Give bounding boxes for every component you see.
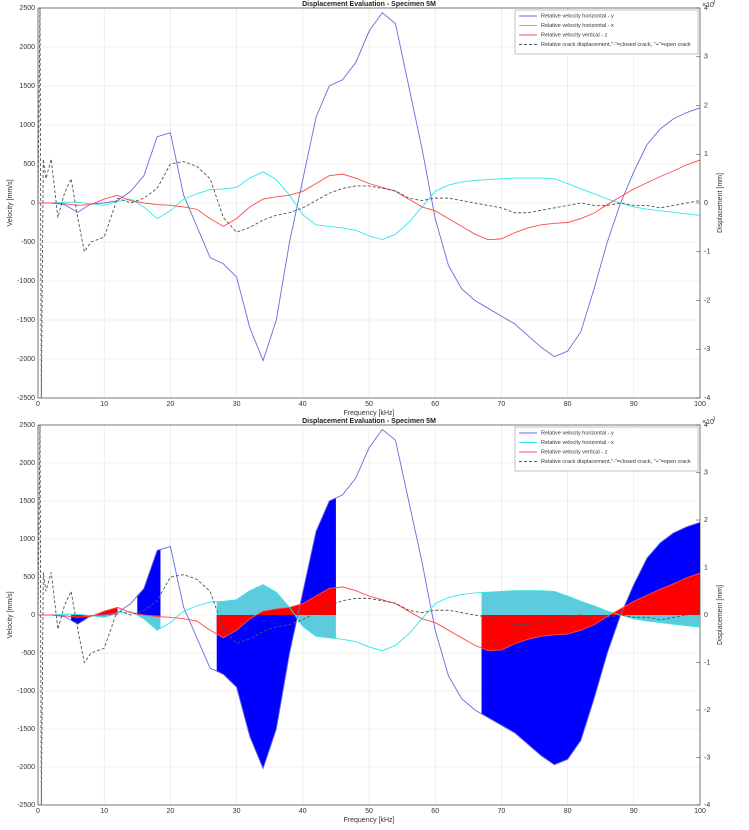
- y-tick-label: 2500: [19, 422, 35, 429]
- x-tick-label: 50: [365, 808, 373, 815]
- y2-tick-label: 1: [704, 564, 708, 571]
- fill-area: [481, 573, 700, 651]
- y2-axis-label: Displacement [mm]: [717, 173, 724, 233]
- x-tick-label: 90: [630, 401, 638, 408]
- legend-box: [514, 9, 699, 55]
- y2-scale-label: ×10: [702, 419, 714, 426]
- y2-tick-label: -3: [704, 346, 710, 353]
- legend-box: [514, 426, 699, 472]
- y-tick-label: 1000: [19, 122, 35, 129]
- y-tick-label: -500: [21, 239, 35, 246]
- series-line: [37, 7, 701, 399]
- y2-tick-label: -4: [704, 802, 710, 809]
- x-tick-label: 80: [564, 808, 572, 815]
- x-tick-label: 30: [233, 401, 241, 408]
- x-tick-label: 60: [431, 808, 439, 815]
- x-tick-label: 0: [36, 401, 40, 408]
- y2-tick-label: 2: [704, 517, 708, 524]
- fill-area: [481, 590, 700, 628]
- legend-label: Relative velocity horizontal - x: [541, 23, 614, 29]
- y-tick-label: 2000: [19, 44, 35, 51]
- y2-tick-label: 0: [704, 200, 708, 207]
- y-axis-label: Velocity [mm/s]: [7, 179, 14, 226]
- x-tick-label: 40: [299, 401, 307, 408]
- y-tick-label: -2500: [17, 395, 35, 402]
- series-line: [38, 12, 701, 362]
- y-tick-label: 1500: [19, 83, 35, 90]
- series-line: [38, 171, 701, 241]
- y2-scale-exponent: -3: [711, 416, 716, 422]
- chart-title: Displacement Evaluation - Specimen 5M: [302, 418, 436, 425]
- y-tick-label: -1000: [17, 278, 35, 285]
- fill-area: [216, 497, 336, 769]
- fill-area: [216, 587, 336, 638]
- legend-label: Relative crack displacement,"-"=closed c…: [541, 459, 691, 465]
- y-axis-label: Velocity [mm/s]: [7, 591, 14, 638]
- y-tick-label: -2000: [17, 356, 35, 363]
- legend-label: Relative crack displacement,"-"=closed c…: [541, 42, 691, 48]
- x-axis-label: Frequency [kHz]: [344, 410, 395, 417]
- x-axis-label: Frequency [kHz]: [344, 817, 395, 824]
- y2-tick-label: -3: [704, 754, 710, 761]
- series-line: [38, 428, 701, 770]
- y-tick-label: 0: [31, 200, 35, 207]
- series-line: [38, 159, 701, 241]
- y-tick-label: -1000: [17, 688, 35, 695]
- y2-scale-label: ×10: [702, 2, 714, 9]
- x-tick-label: 20: [167, 808, 175, 815]
- y-tick-label: -2000: [17, 764, 35, 771]
- series-line: [38, 584, 701, 652]
- x-tick-label: 40: [299, 808, 307, 815]
- y-tick-label: -1500: [17, 317, 35, 324]
- x-tick-label: 100: [694, 401, 706, 408]
- x-tick-label: 90: [630, 808, 638, 815]
- y2-tick-label: -2: [704, 297, 710, 304]
- y-tick-label: 500: [23, 161, 35, 168]
- x-tick-label: 50: [365, 401, 373, 408]
- series-line: [37, 424, 701, 806]
- y2-tick-label: -1: [704, 249, 710, 256]
- y2-tick-label: 3: [704, 54, 708, 61]
- legend-label: Relative velocity horizontal - y: [541, 430, 614, 436]
- x-tick-label: 10: [100, 401, 108, 408]
- x-tick-label: 0: [36, 808, 40, 815]
- fill-area: [137, 549, 161, 615]
- y-tick-label: 2500: [19, 5, 35, 12]
- x-tick-label: 10: [100, 808, 108, 815]
- legend-label: Relative velocity horizontal - y: [541, 13, 614, 19]
- y2-tick-label: -1: [704, 659, 710, 666]
- y2-tick-label: 2: [704, 102, 708, 109]
- y-tick-label: -2500: [17, 802, 35, 809]
- y2-tick-label: 4: [704, 422, 708, 429]
- y-tick-label: 1500: [19, 498, 35, 505]
- legend-label: Relative velocity vertical - z: [541, 32, 608, 38]
- y2-tick-label: 3: [704, 469, 708, 476]
- legend-label: Relative velocity horizontal - x: [541, 440, 614, 446]
- y-tick-label: 2000: [19, 460, 35, 467]
- x-tick-label: 70: [498, 808, 506, 815]
- series-line: [38, 572, 701, 652]
- y2-tick-label: -4: [704, 395, 710, 402]
- y-tick-label: 1000: [19, 536, 35, 543]
- y-tick-label: 500: [23, 574, 35, 581]
- fill-area: [481, 522, 700, 765]
- chart-title: Displacement Evaluation - Specimen 5M: [302, 1, 436, 8]
- x-tick-label: 100: [694, 808, 706, 815]
- y-tick-label: -500: [21, 650, 35, 657]
- y2-tick-label: -2: [704, 707, 710, 714]
- x-tick-label: 20: [167, 401, 175, 408]
- y-tick-label: 0: [31, 612, 35, 619]
- x-tick-label: 30: [233, 808, 241, 815]
- x-tick-label: 70: [498, 401, 506, 408]
- y2-tick-label: 0: [704, 612, 708, 619]
- y2-tick-label: 4: [704, 5, 708, 12]
- legend-label: Relative velocity vertical - z: [541, 449, 608, 455]
- y2-tick-label: 1: [704, 151, 708, 158]
- y2-axis-label: Displacement [mm]: [717, 585, 724, 645]
- x-tick-label: 80: [564, 401, 572, 408]
- x-tick-label: 60: [431, 401, 439, 408]
- y2-scale-exponent: -3: [711, 0, 716, 5]
- y-tick-label: -1500: [17, 726, 35, 733]
